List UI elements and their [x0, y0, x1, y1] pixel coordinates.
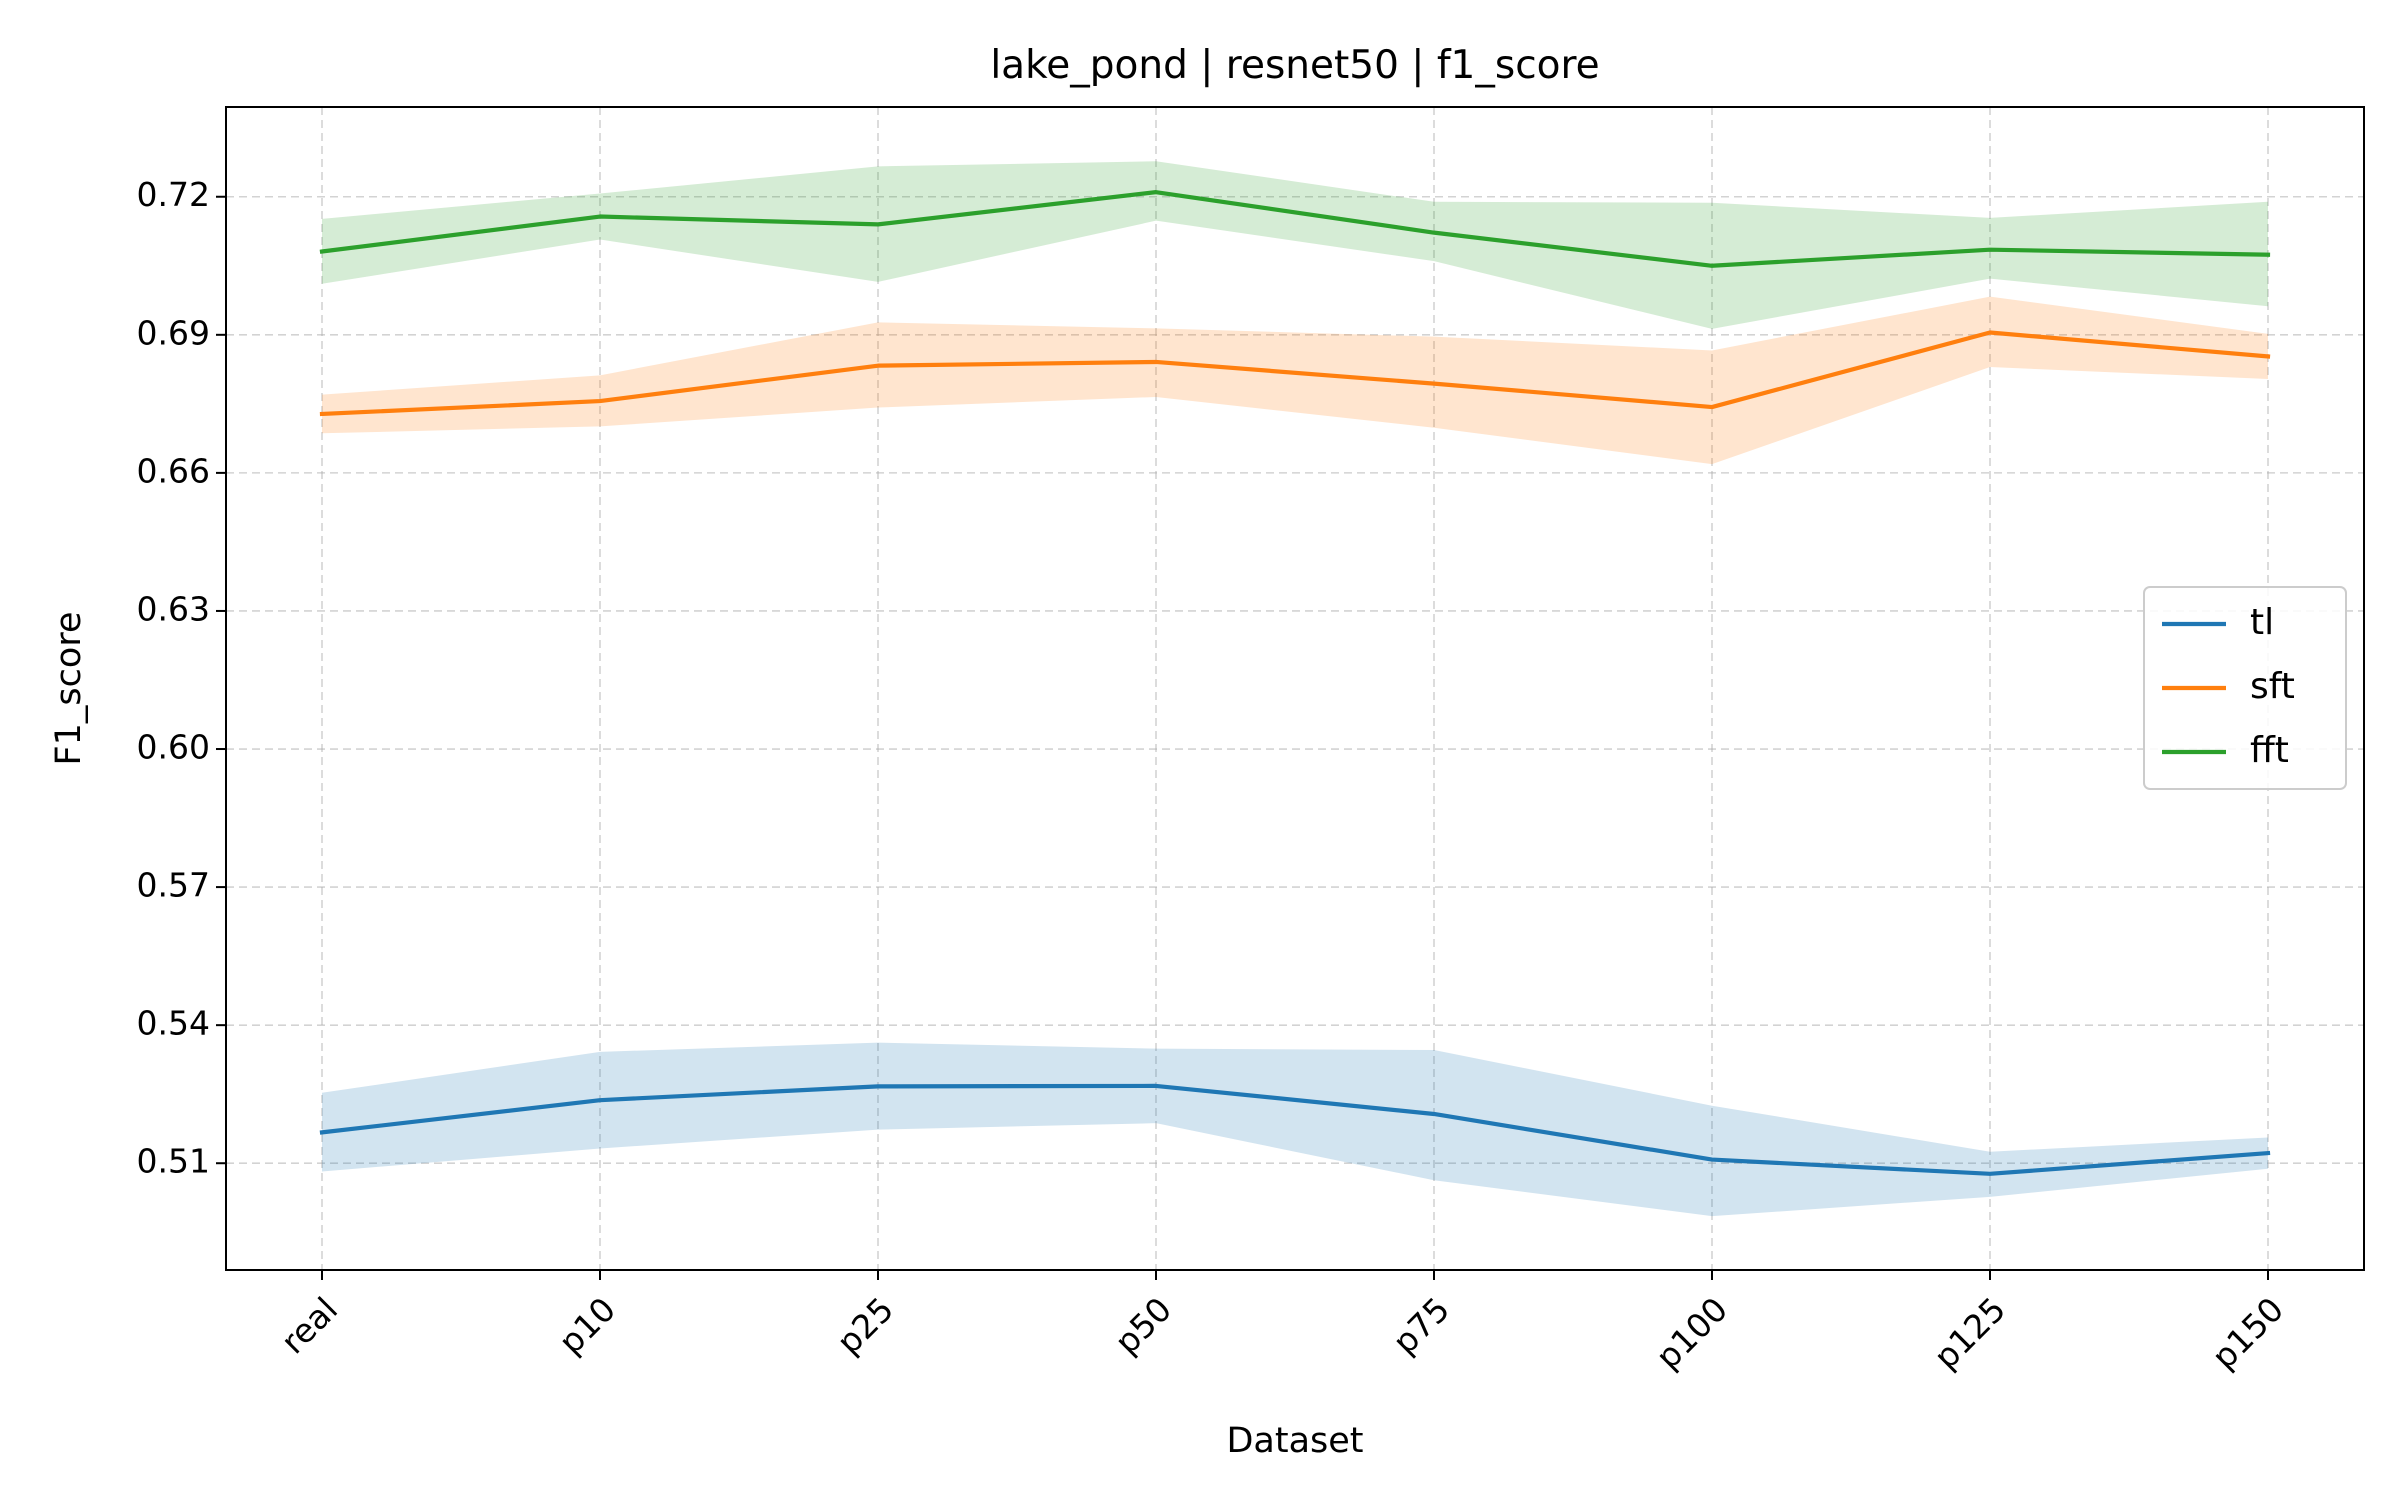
fft-band	[322, 161, 2268, 329]
y-tick-label-0.69: 0.69	[137, 313, 210, 352]
series-lines	[319, 190, 2271, 1176]
y-tick-label-0.60: 0.60	[137, 728, 210, 767]
x-axis-title: Dataset	[1226, 1421, 1363, 1461]
plot-frame	[225, 106, 2365, 1271]
confidence-bands	[322, 161, 2268, 1217]
y-tick-label-0.57: 0.57	[137, 866, 210, 905]
tl-band	[322, 1042, 2268, 1217]
legend-label-fft: fft	[2250, 730, 2289, 771]
y-tick-label-0.51: 0.51	[137, 1142, 210, 1181]
chart-title: lake_pond | resnet50 | f1_score	[990, 43, 1599, 88]
y-tick-label-0.63: 0.63	[137, 589, 210, 628]
legend-label-tl: tl	[2250, 602, 2274, 643]
y-tick-label-0.54: 0.54	[137, 1004, 210, 1043]
y-tick-label-0.66: 0.66	[137, 451, 210, 490]
sft-band	[322, 296, 2268, 465]
sft-line	[319, 330, 2271, 417]
legend-label-sft: sft	[2250, 666, 2295, 707]
y-tick-label-0.72: 0.72	[137, 175, 210, 214]
legend-box	[2143, 586, 2347, 790]
legend: tl sft fft	[2143, 586, 2347, 790]
tl-line	[319, 1083, 2271, 1176]
y-axis-title: F1_score	[49, 612, 89, 766]
fft-line	[319, 190, 2271, 268]
